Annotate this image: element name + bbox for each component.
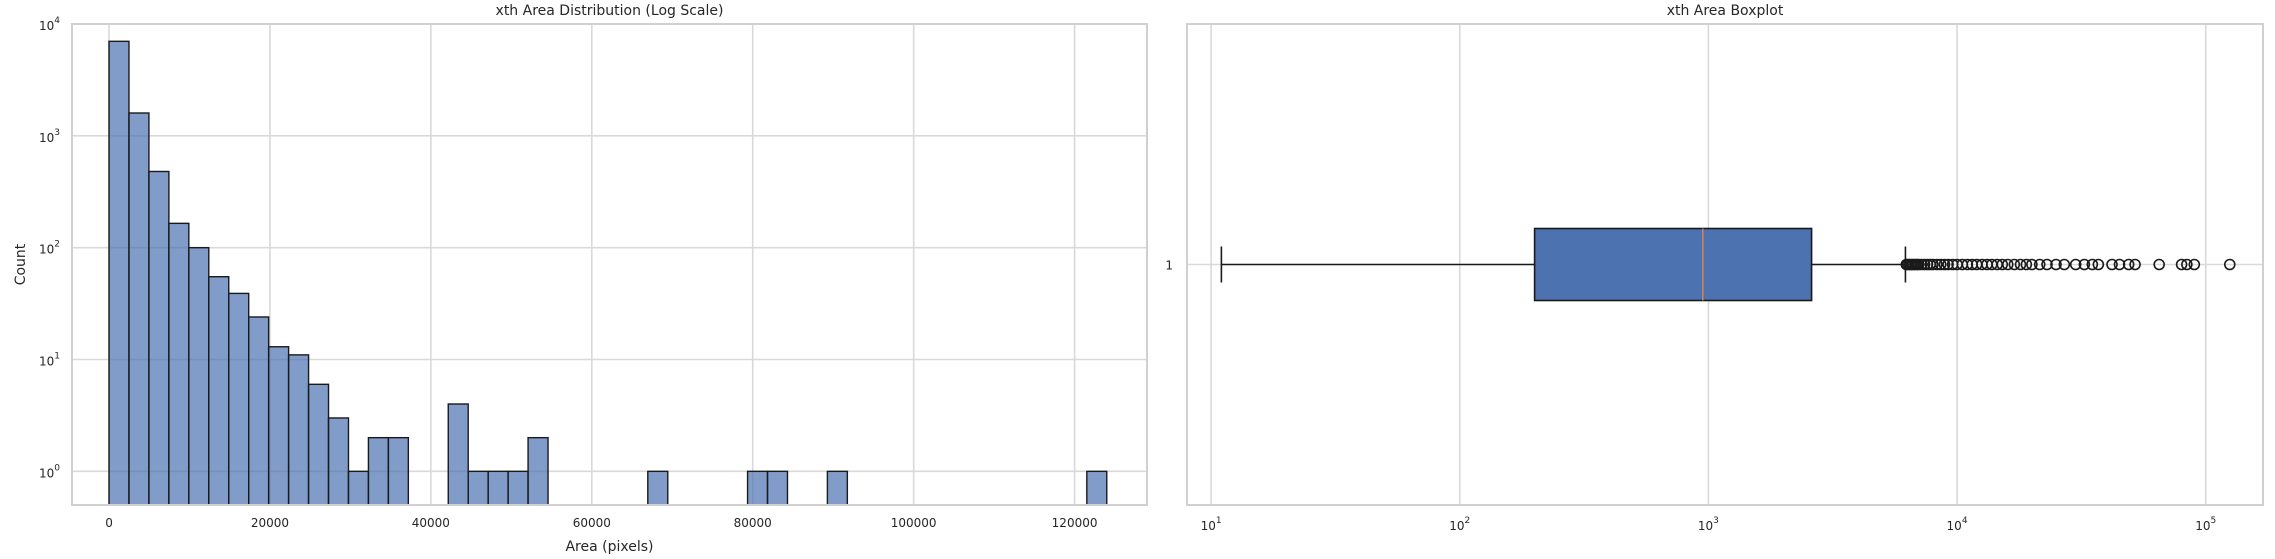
boxplot-x-tick-label: 101 [1201, 516, 1222, 533]
histogram-bar [387, 436, 410, 506]
histogram-panel: 0 20000 40000 60000 80000 100000 120000 100 101… [13, 3, 1148, 555]
histogram-bar [128, 112, 150, 506]
histogram-bar [1086, 470, 1108, 506]
boxplot-x-tick-label: 103 [1698, 516, 1719, 533]
boxplot-outlier [2008, 258, 2021, 271]
boxplot-outlier [2014, 258, 2027, 271]
boxplot-outlier [2078, 258, 2091, 271]
histogram-bar [307, 383, 330, 506]
boxplot-x-tick-label: 105 [2195, 516, 2216, 533]
boxplot-outlier [2086, 258, 2099, 271]
boxplot-title: xth Area Boxplot [1667, 3, 1784, 19]
histogram-bar [148, 170, 170, 506]
boxplot-outlier [1915, 258, 1928, 271]
histogram-bar [746, 470, 769, 506]
boxplot-outlier [2002, 258, 2014, 271]
histogram-bar [188, 246, 210, 506]
histogram-bar [327, 417, 350, 506]
boxplot-outlier [2041, 258, 2053, 271]
boxplot-outlier [2113, 258, 2126, 271]
histogram-x-ticks: 0 20000 40000 60000 80000 100000 120000 [105, 516, 1097, 530]
histogram-bar [287, 354, 310, 506]
boxplot-outlier [2033, 258, 2046, 271]
histogram-x-tick-label: 40000 [412, 516, 450, 530]
histogram-bar [367, 436, 390, 506]
boxplot-outlier [2106, 258, 2118, 271]
histogram-y-tick-label: 102 [39, 240, 60, 257]
histogram-x-tick-label: 60000 [573, 516, 611, 530]
boxplot-outlier [2050, 258, 2062, 271]
boxplot-outlier [1942, 258, 1954, 271]
histogram-bar [826, 470, 849, 506]
histogram-bar [267, 346, 290, 506]
histogram-y-tick-label: 100 [39, 463, 60, 480]
boxplot-y-ticks: 1 [1165, 259, 1173, 273]
boxplot-outlier [2092, 258, 2105, 271]
histogram-bar [168, 222, 190, 506]
boxplot-outlier [1934, 258, 1947, 271]
boxplot-outlier [2223, 258, 2236, 271]
histogram-x-tick-label: 80000 [734, 516, 772, 530]
histogram-bar [228, 292, 250, 506]
boxplot-outlier [1927, 258, 1939, 271]
boxplot-outlier [2058, 258, 2071, 271]
boxplot-outlier [2153, 258, 2165, 271]
histogram-x-tick-label: 120000 [1052, 516, 1098, 530]
boxplot-outlier [2129, 258, 2141, 271]
boxplot-outlier [1938, 258, 1951, 271]
histogram-bar [527, 436, 549, 506]
histogram-bar [447, 403, 469, 506]
histogram-bar [347, 470, 370, 506]
boxplot-outlier [1931, 258, 1943, 271]
histogram-plot-frame [71, 23, 1148, 506]
histogram-bars [108, 40, 1108, 506]
boxplot-outlier [1912, 258, 1925, 271]
histogram-y-tick-label: 101 [39, 352, 60, 369]
boxplot-outlier [1996, 258, 2009, 271]
histogram-x-tick-label: 0 [105, 516, 113, 530]
boxplot-x-tick-label: 104 [1947, 516, 1968, 533]
boxplot-outlier [2069, 258, 2082, 271]
boxplot-panel: 101 102 103 104 105 1 xth Area Boxplot [1165, 3, 2264, 533]
histogram-bar [208, 276, 230, 506]
histogram-x-tick-label: 100000 [891, 516, 937, 530]
histogram-y-tick-label: 103 [39, 128, 60, 145]
histogram-bar [647, 470, 669, 506]
histogram-bar [766, 470, 789, 506]
boxplot-x-ticks: 101 102 103 104 105 [1201, 516, 2217, 533]
boxplot-y-tick-label: 1 [1165, 259, 1173, 273]
histogram-bar [507, 470, 529, 506]
histogram-y-ticks: 100 101 102 103 104 [39, 16, 60, 480]
boxplot-x-tick-label: 102 [1449, 516, 1470, 533]
boxplot-plot-frame [1186, 23, 2264, 506]
boxplot-outlier [2175, 258, 2188, 271]
histogram-y-axis-label: Count [13, 243, 29, 285]
histogram-x-tick-label: 20000 [251, 516, 289, 530]
boxplot-outlier [2026, 258, 2038, 271]
boxplot-elements [1220, 227, 2236, 302]
histogram-bar [467, 470, 489, 506]
boxplot-outlier [2020, 258, 2033, 271]
boxplot-outlier [2122, 258, 2135, 271]
histogram-y-tick-label: 104 [39, 16, 60, 33]
boxplot-outlier [2188, 258, 2201, 271]
boxplot-outlier [2181, 258, 2193, 271]
histogram-bar [487, 470, 509, 506]
histogram-bar [247, 316, 270, 506]
histogram-bar [108, 40, 130, 506]
histogram-title: xth Area Distribution (Log Scale) [496, 3, 724, 19]
histogram-x-axis-label: Area (pixels) [565, 539, 653, 555]
boxplot-box [1533, 227, 1813, 302]
